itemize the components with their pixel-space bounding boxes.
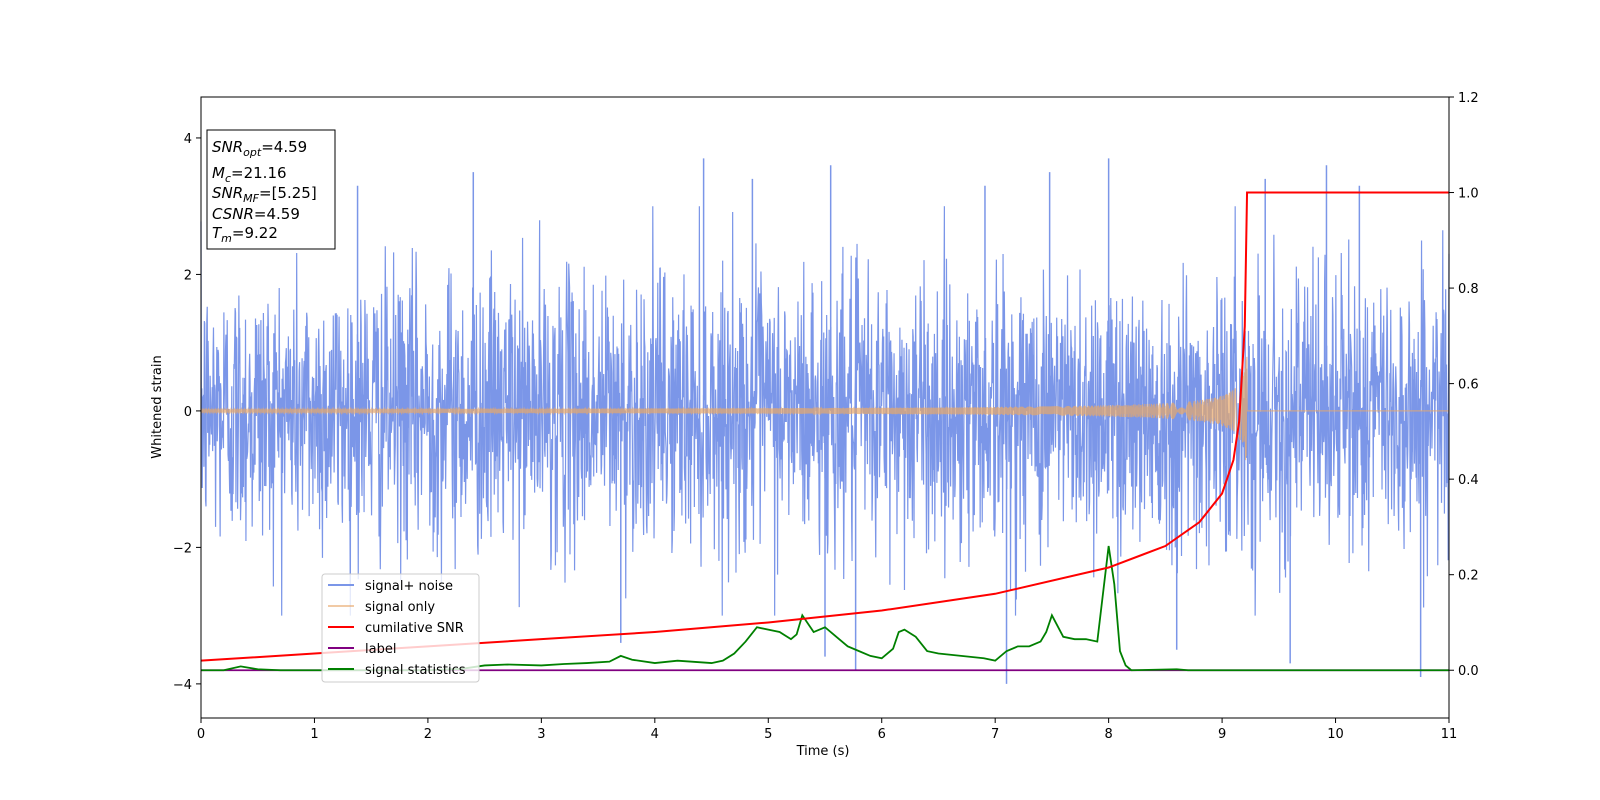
info-snr-mf: SNRMF=[5.25] <box>212 184 317 205</box>
x-tick-label: 8 <box>1104 727 1112 742</box>
y-tick-label: 4 <box>184 132 192 147</box>
info-mc-sub: c <box>225 172 231 185</box>
info-tm: Tm=9.22 <box>212 224 278 245</box>
series-cumulative-snr <box>200 191 1449 662</box>
info-snr-opt-value: =4.59 <box>261 138 307 156</box>
x-tick-label: 4 <box>651 727 659 742</box>
x-tick-label: 2 <box>424 727 432 742</box>
signal-statistics-line <box>201 545 1449 672</box>
y2-tick-label: 0.0 <box>1458 664 1479 679</box>
info-csnr-main: CSNR <box>212 205 254 223</box>
info-tm-value: =9.22 <box>232 224 278 242</box>
info-snr-opt-main: SNR <box>212 138 243 156</box>
x-tick-label: 1 <box>310 727 318 742</box>
info-tm-main: T <box>212 224 223 242</box>
y-axis-label: Whitened strain <box>150 355 165 458</box>
legend-label-cumulative-snr: cumilative SNR <box>365 621 464 636</box>
y2-tick-label: 0.6 <box>1458 378 1479 393</box>
legend-label-signal-noise: signal+ noise <box>365 579 453 594</box>
info-tm-sub: m <box>221 232 232 245</box>
x-axis: 0 1 2 3 4 5 6 7 8 9 10 11 <box>197 718 1457 742</box>
legend-label-label: label <box>365 642 396 657</box>
plot-frame <box>200 96 1450 719</box>
info-csnr-value: =4.59 <box>254 205 300 223</box>
x-tick-label: 3 <box>537 727 545 742</box>
legend-frame <box>321 573 480 683</box>
info-snr-opt-sub: opt <box>243 146 262 159</box>
x-tick-label: 10 <box>1327 727 1344 742</box>
x-axis-label: Time (s) <box>796 744 850 759</box>
x-tick-label: 0 <box>197 727 205 742</box>
y-axis-right: 0.0 0.2 0.4 0.6 0.8 1.0 1.2 <box>1449 91 1479 679</box>
info-snr-mf-value: =[5.25] <box>259 184 317 202</box>
info-mc-value: =21.16 <box>231 164 287 182</box>
x-tick-label: 11 <box>1441 727 1458 742</box>
info-snr-mf-sub: MF <box>243 192 259 205</box>
legend: signal+ noise signal only cumilative SNR… <box>321 573 480 683</box>
x-tick-label: 5 <box>764 727 772 742</box>
y-tick-label: 2 <box>184 268 192 283</box>
legend-label-signal-statistics: signal statistics <box>365 663 466 678</box>
y2-tick-label: 0.2 <box>1458 569 1479 584</box>
y2-tick-label: 1.2 <box>1458 91 1479 106</box>
info-box: SNRopt=4.59 Mc=21.16 SNRMF=[5.25] CSNR=4… <box>206 129 336 250</box>
y2-tick-label: 1.0 <box>1458 187 1479 202</box>
y2-tick-label: 0.8 <box>1458 282 1479 297</box>
info-mc-main: M <box>212 164 225 182</box>
info-box-frame <box>206 129 336 250</box>
info-snr-mf-main: SNR <box>212 184 243 202</box>
info-snr-opt: SNRopt=4.59 <box>212 138 307 159</box>
x-tick-label: 7 <box>991 727 999 742</box>
series-signal-statistics <box>201 545 1449 672</box>
cumulative-snr-line <box>200 191 1449 662</box>
y-tick-label: 0 <box>184 405 192 420</box>
info-mc: Mc=21.16 <box>212 164 287 185</box>
x-tick-label: 6 <box>878 727 886 742</box>
legend-label-signal-only: signal only <box>365 600 435 615</box>
y-axis-left: −4 −2 0 2 4 <box>173 132 201 693</box>
x-tick-label: 9 <box>1218 727 1226 742</box>
y-tick-label: −2 <box>173 541 192 556</box>
info-csnr: CSNR=4.59 <box>212 205 300 223</box>
y-tick-label: −4 <box>173 678 192 693</box>
y2-tick-label: 0.4 <box>1458 473 1479 488</box>
